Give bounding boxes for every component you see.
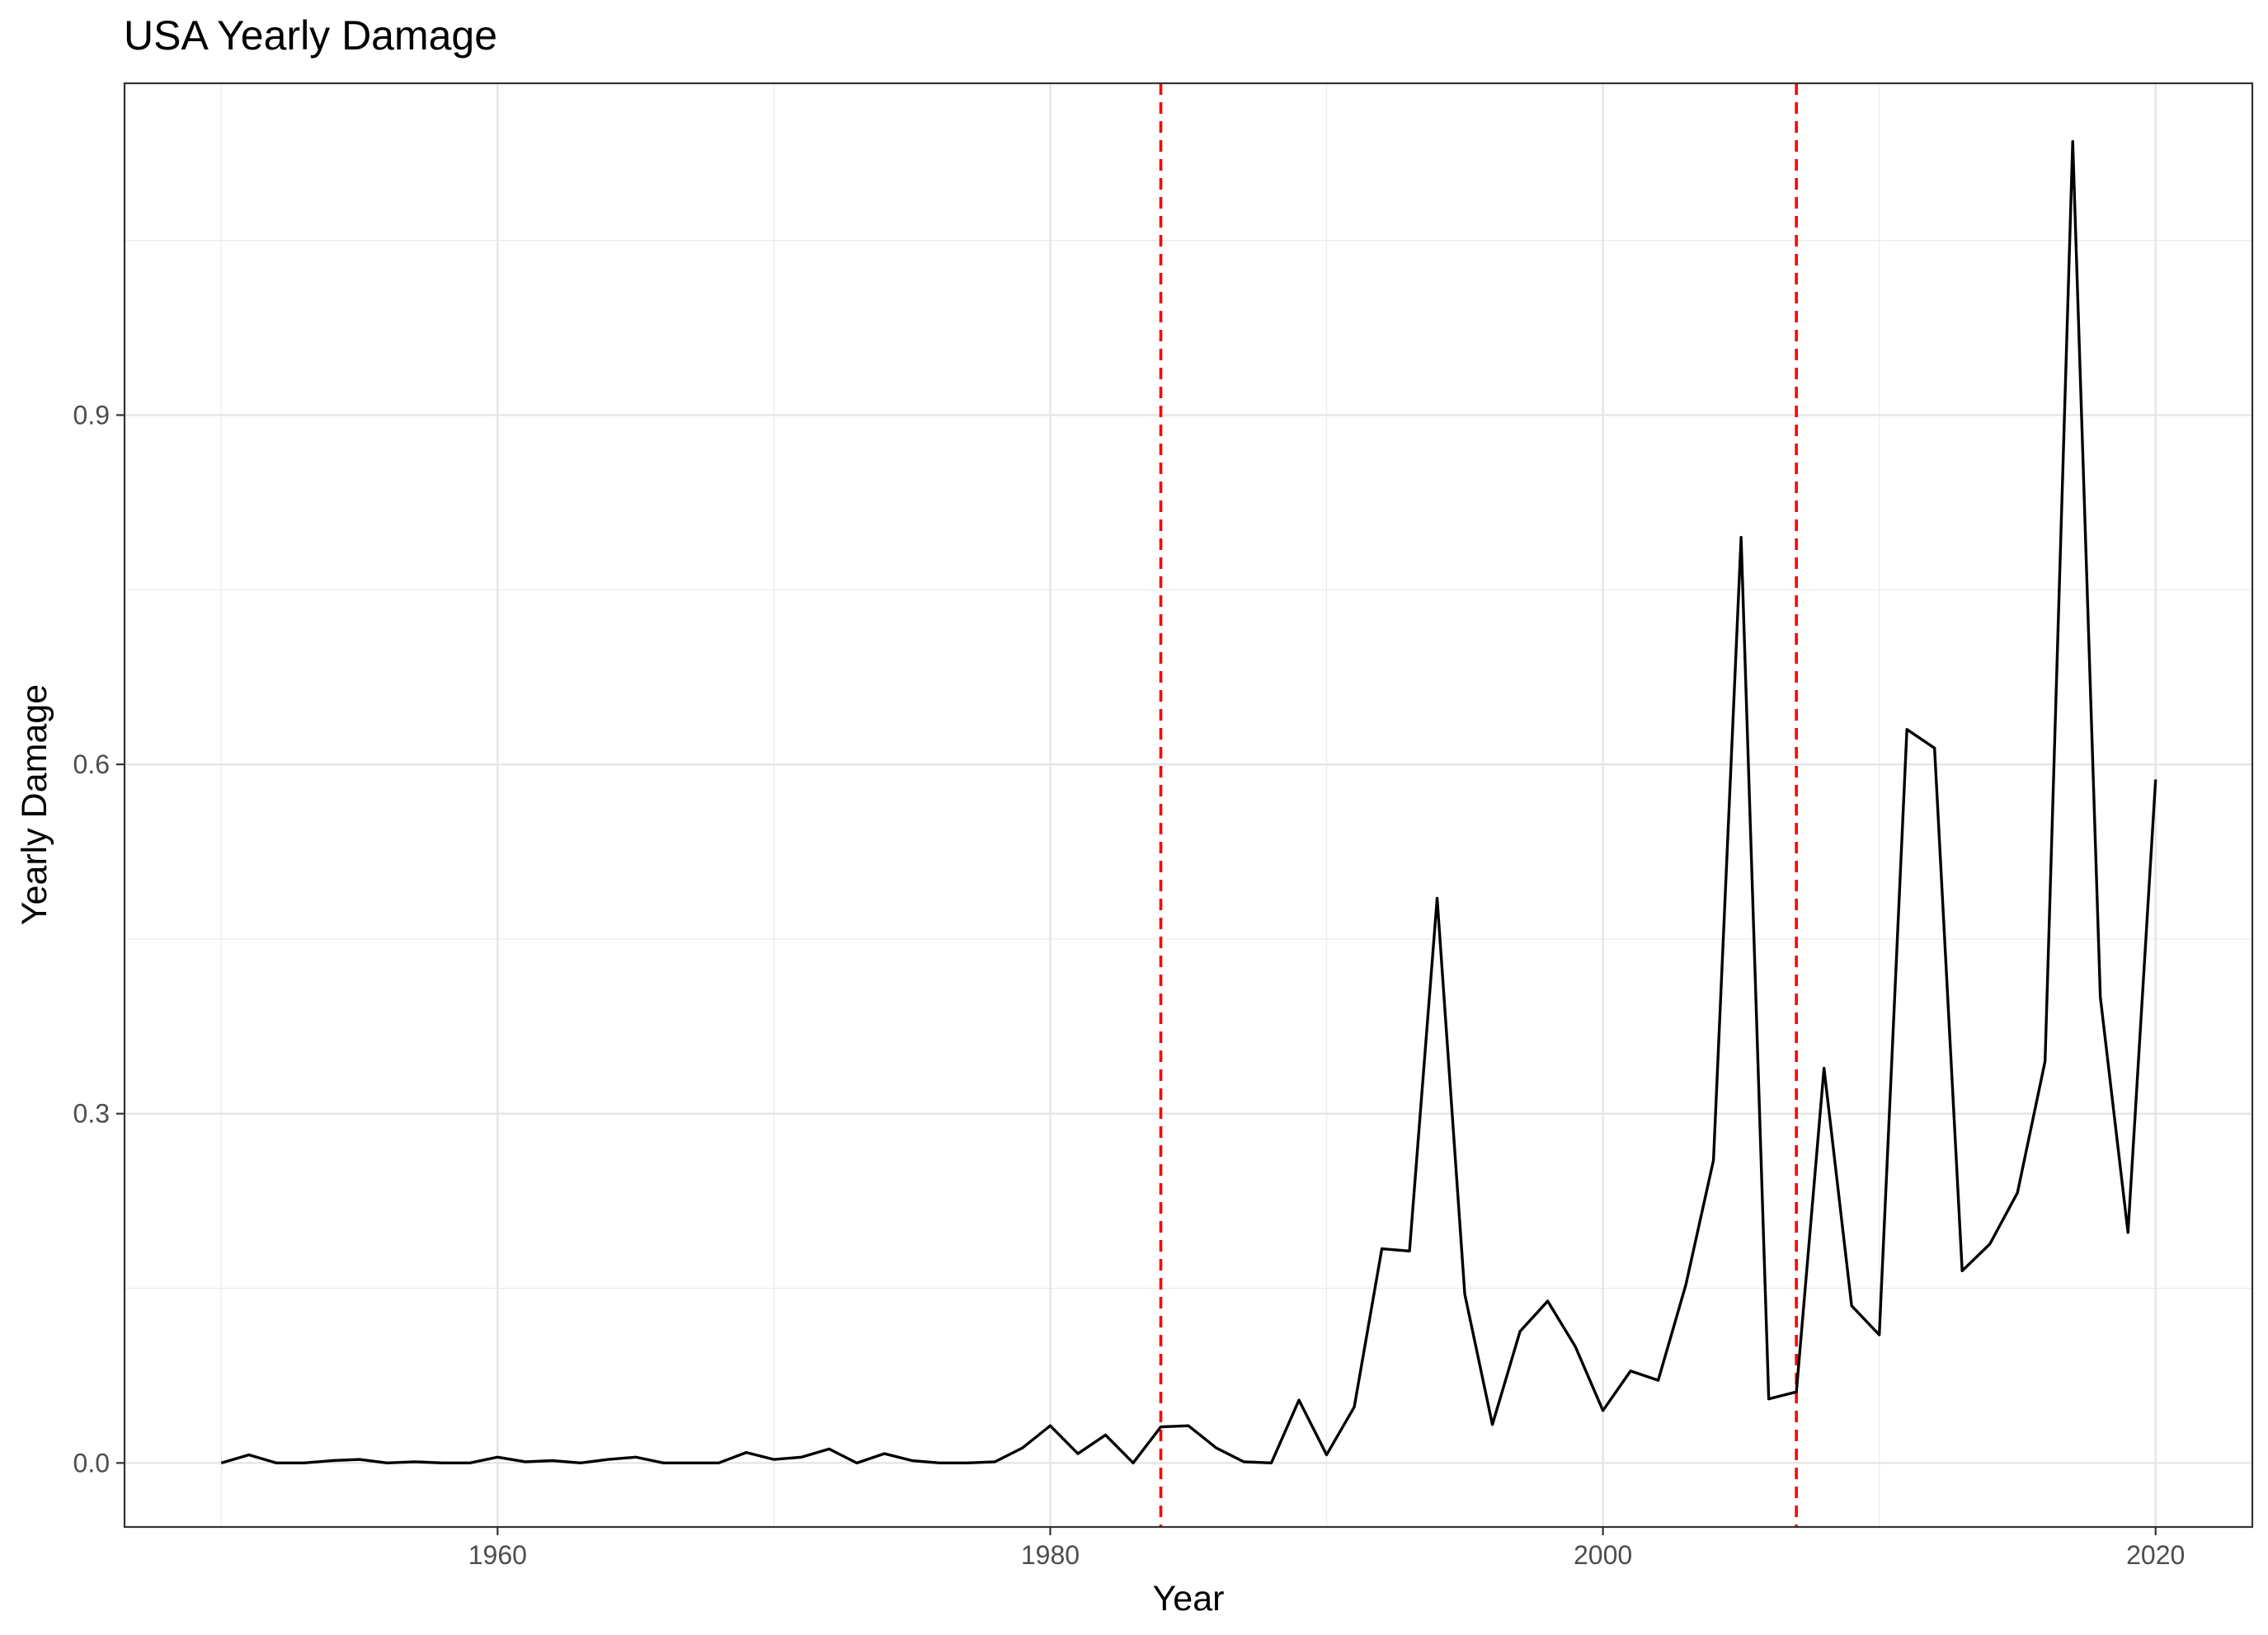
y-tick-label: 0.0 (73, 1448, 110, 1478)
series-layer (220, 139, 2157, 1465)
x-axis: 1960 1980 2000 2020 (468, 1527, 2185, 1570)
x-tick-label: 1960 (468, 1540, 527, 1570)
x-tick-label: 2000 (1574, 1540, 1632, 1570)
reference-lines (1159, 83, 1798, 1527)
x-axis-title: Year (1153, 1579, 1225, 1619)
plot-border (123, 82, 2254, 1529)
y-tick-label: 0.6 (73, 749, 110, 779)
y-tick-label: 0.9 (73, 400, 110, 430)
x-tick-label: 1980 (1021, 1540, 1080, 1570)
y-axis: 0.0 0.3 0.6 0.9 (73, 400, 125, 1478)
x-tick-label: 2020 (2126, 1540, 2185, 1570)
y-tick-label: 0.3 (73, 1099, 110, 1129)
chart-title: USA Yearly Damage (124, 12, 497, 59)
minor-gridlines (125, 83, 2252, 1527)
plot-panel (125, 83, 2252, 1527)
series-line (220, 139, 2157, 1465)
major-gridlines (125, 83, 2252, 1527)
y-axis-title: Yearly Damage (15, 684, 54, 925)
